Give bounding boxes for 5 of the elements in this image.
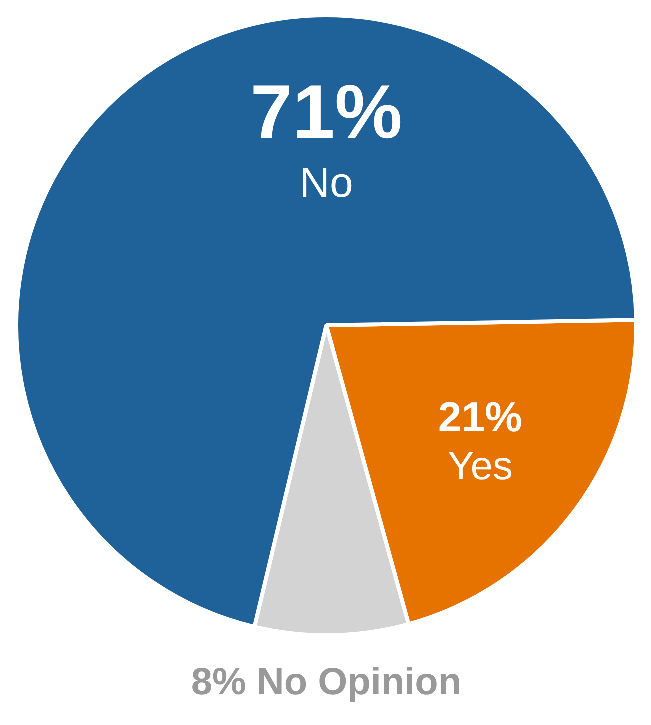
slice-label: 8% No Opinion xyxy=(191,662,462,704)
slice-label: Yes xyxy=(448,444,514,489)
data-label: 21% xyxy=(438,394,522,441)
data-label: 71% xyxy=(250,70,403,155)
slice-label: No xyxy=(300,159,354,206)
